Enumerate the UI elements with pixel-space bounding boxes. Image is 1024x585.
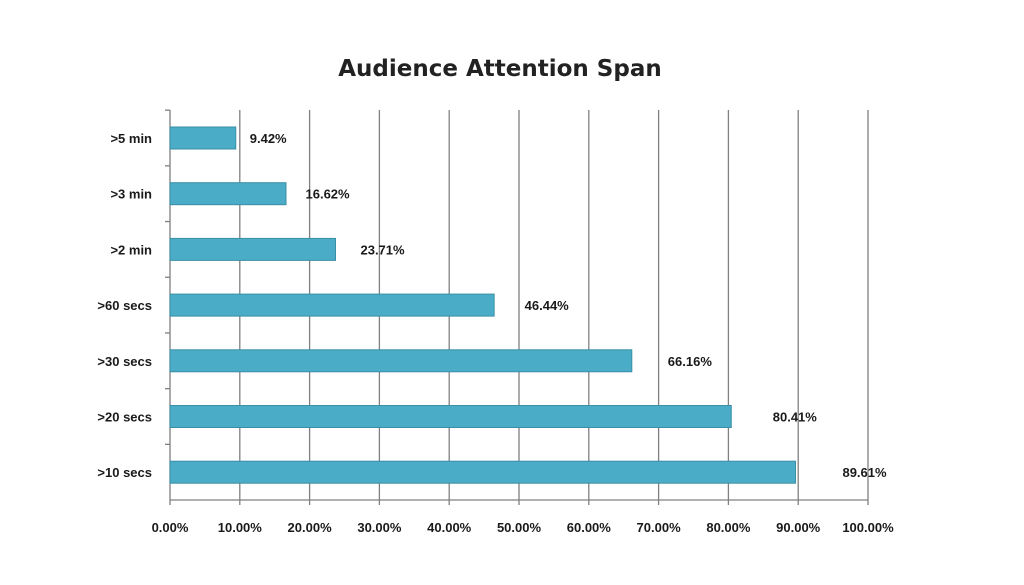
bar [169, 405, 732, 428]
category-label: >3 min [110, 187, 152, 202]
data-label: 9.42% [250, 131, 287, 146]
category-label: >10 secs [97, 465, 152, 480]
category-label: >30 secs [97, 354, 152, 369]
data-label: 66.16% [668, 354, 713, 369]
data-label: 80.41% [773, 410, 818, 425]
chart-title: Audience Attention Span [338, 56, 662, 82]
x-tick-label: 70.00% [637, 520, 682, 535]
category-label: >5 min [110, 131, 152, 146]
bar [169, 182, 287, 206]
category-label: >20 secs [97, 410, 152, 425]
bar [169, 237, 336, 261]
x-tick-label: 0.00% [152, 520, 189, 535]
x-tick-label: 80.00% [706, 520, 751, 535]
category-label: >2 min [110, 242, 152, 257]
x-tick-label: 20.00% [288, 520, 333, 535]
data-label: 89.61% [842, 465, 887, 480]
data-label: 46.44% [525, 298, 570, 313]
data-label: 16.62% [306, 187, 351, 202]
bar [169, 293, 495, 317]
category-label: >60 secs [97, 298, 152, 313]
x-tick-label: 10.00% [218, 520, 263, 535]
x-tick-label: 60.00% [567, 520, 612, 535]
x-tick-label: 40.00% [427, 520, 472, 535]
data-label: 23.71% [360, 242, 405, 257]
bar [169, 349, 633, 373]
x-tick-label: 30.00% [357, 520, 402, 535]
bar [169, 460, 796, 484]
x-tick-label: 50.00% [497, 520, 542, 535]
bar [169, 126, 237, 150]
x-tick-label: 90.00% [776, 520, 821, 535]
x-tick-label: 100.00% [842, 520, 894, 535]
